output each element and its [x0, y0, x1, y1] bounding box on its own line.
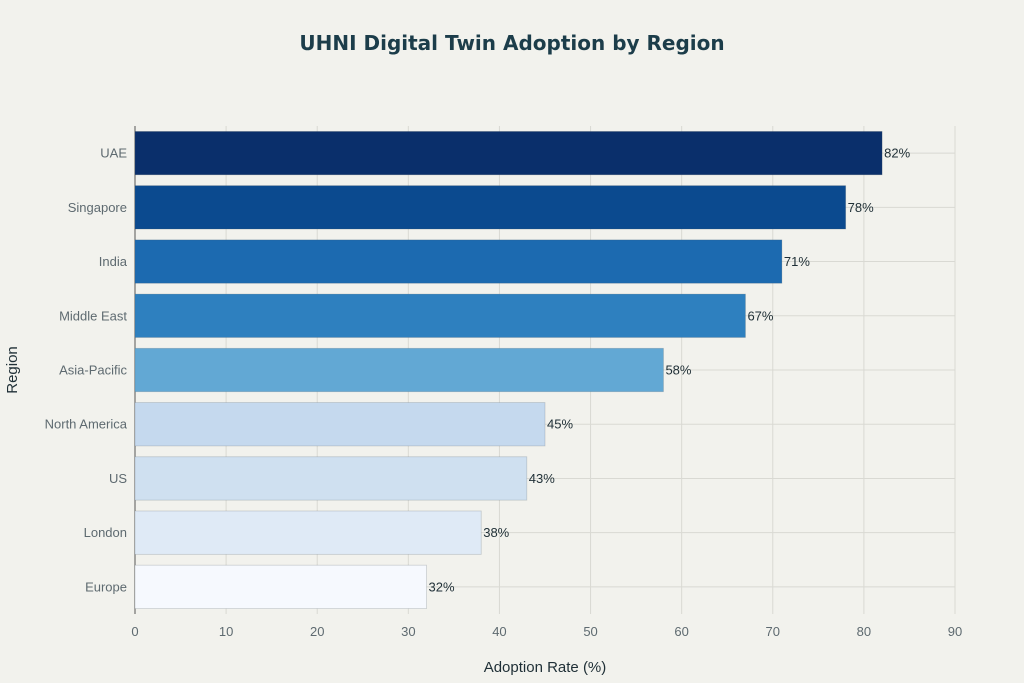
- y-tick-label: North America: [45, 417, 128, 432]
- bars-layer: [134, 131, 883, 609]
- y-tick-label: Europe: [85, 579, 127, 594]
- x-tick-label: 20: [310, 624, 324, 639]
- y-axis-title: Region: [4, 346, 21, 394]
- y-tick-label: London: [84, 525, 127, 540]
- data-label: 67%: [747, 308, 773, 323]
- data-label: 32%: [429, 579, 455, 594]
- x-tick-label: 70: [766, 624, 780, 639]
- data-label: 82%: [884, 146, 910, 161]
- x-tick-label: 10: [219, 624, 233, 639]
- x-tick-label: 40: [492, 624, 506, 639]
- y-tick-label: Singapore: [68, 200, 127, 215]
- x-tick-label: 60: [674, 624, 688, 639]
- y-tick-label: Middle East: [59, 308, 127, 323]
- chart-title: UHNI Digital Twin Adoption by Region: [299, 31, 724, 55]
- x-tick-label: 30: [401, 624, 415, 639]
- data-label: 43%: [529, 471, 555, 486]
- x-tick-label: 80: [857, 624, 871, 639]
- bar: [134, 239, 783, 284]
- data-label: 78%: [848, 200, 874, 215]
- data-label: 71%: [784, 254, 810, 269]
- bar: [134, 510, 482, 555]
- bar: [134, 131, 883, 176]
- bar: [134, 185, 847, 230]
- bar: [134, 564, 427, 609]
- bar: [134, 293, 746, 338]
- bar: [134, 347, 664, 393]
- y-tick-label: Asia-Pacific: [59, 363, 127, 378]
- data-label: 58%: [665, 363, 691, 378]
- bar: [134, 402, 546, 447]
- bar: [134, 456, 528, 501]
- data-label: 38%: [483, 525, 509, 540]
- x-tick-label: 50: [583, 624, 597, 639]
- x-tick-label: 0: [131, 624, 138, 639]
- y-tick-label: US: [109, 471, 127, 486]
- y-tick-label: India: [99, 254, 128, 269]
- labels-layer: 0 10 20 30 40 50 60 70 80 90 UAE Singapore India Midd…: [45, 146, 963, 639]
- x-tick-label: 90: [948, 624, 962, 639]
- y-tick-label: UAE: [100, 146, 127, 161]
- x-axis-title: Adoption Rate (%): [484, 659, 607, 676]
- data-label: 45%: [547, 417, 573, 432]
